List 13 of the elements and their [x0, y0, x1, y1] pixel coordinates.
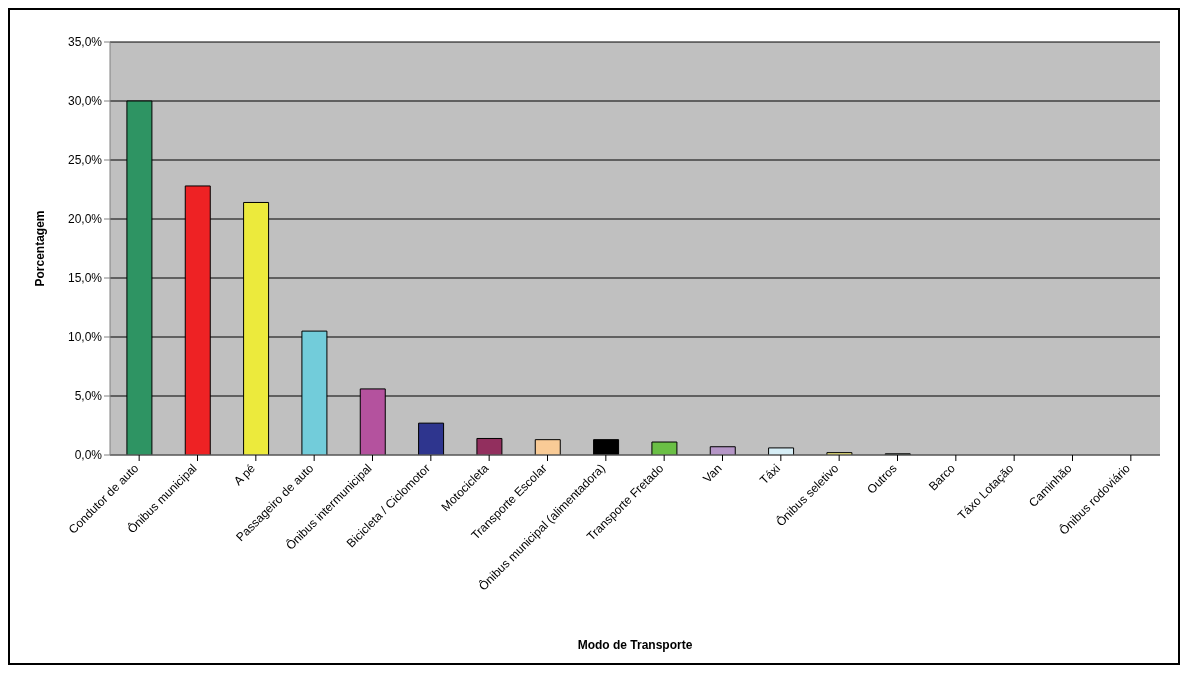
x-axis-title: Modo de Transporte	[577, 638, 693, 652]
x-tick-label: Van	[700, 461, 725, 486]
y-tick-label: 30,0%	[67, 94, 103, 109]
y-tick-label: 35,0%	[67, 35, 103, 50]
x-tick-label: Táxi	[757, 461, 783, 488]
y-axis-title: Porcentagem	[33, 210, 48, 287]
x-tick-label: A pé	[231, 461, 259, 489]
y-tick-label: 0,0%	[74, 448, 103, 463]
y-tick-label: 15,0%	[67, 271, 103, 286]
y-tick-label: 20,0%	[67, 212, 103, 227]
y-tick-label: 5,0%	[74, 389, 103, 404]
y-tick-label: 10,0%	[67, 330, 103, 345]
y-tick-label: 25,0%	[67, 153, 103, 168]
